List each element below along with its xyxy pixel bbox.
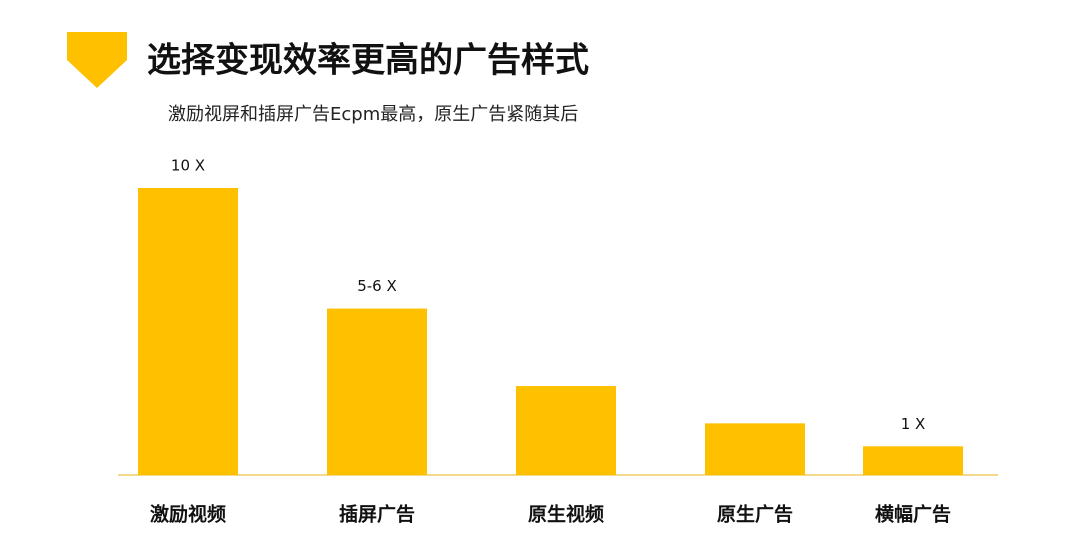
x-tick-label: 横幅广告 bbox=[875, 503, 951, 526]
x-tick-label: 原生广告 bbox=[717, 503, 793, 526]
value-label: 1 X bbox=[901, 415, 926, 433]
x-tick-label: 插屏广告 bbox=[339, 503, 415, 526]
bar bbox=[327, 308, 427, 475]
value-label: 5-6 X bbox=[357, 277, 397, 295]
bar bbox=[138, 188, 238, 475]
title-marker bbox=[67, 32, 127, 88]
x-tick-label: 原生视频 bbox=[528, 503, 604, 526]
chart-title: 选择变现效率更高的广告样式 bbox=[147, 41, 589, 81]
bar bbox=[516, 386, 616, 475]
bar bbox=[705, 423, 805, 475]
value-label: 10 X bbox=[171, 157, 205, 175]
x-tick-label: 激励视频 bbox=[150, 503, 226, 526]
bar bbox=[863, 446, 963, 475]
chart-subtitle: 激励视屏和插屏广告Ecpm最高，原生广告紧随其后 bbox=[168, 104, 578, 125]
